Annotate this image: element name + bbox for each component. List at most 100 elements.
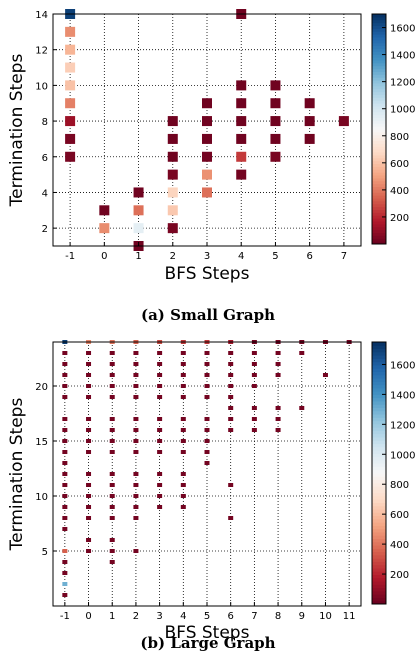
large-cell: [109, 560, 115, 564]
large-cell: [157, 395, 163, 399]
large-cell: [86, 494, 92, 498]
large-colorbar-segment: [372, 492, 386, 497]
large-cell: [109, 439, 115, 443]
large-cell: [133, 505, 139, 509]
small-cell: [65, 44, 76, 55]
small-cell: [236, 98, 247, 109]
small-colorbar-segment: [372, 88, 386, 93]
small-colorbar-segment: [372, 209, 386, 213]
small-colorbar-segment: [372, 157, 386, 162]
large-colorbar-segment: [372, 394, 386, 399]
small-cell: [133, 223, 144, 234]
large-xtick-label: 4: [180, 611, 186, 622]
small-colorbar-segment: [372, 80, 386, 84]
large-cell: [62, 461, 68, 465]
large-colorbar-segment: [372, 361, 386, 366]
large-colorbar-segment: [372, 502, 386, 507]
large-colorbar-segment: [372, 528, 386, 533]
large-cell: [86, 516, 92, 520]
small-plot-frame: [52, 13, 362, 247]
small-colorbar-segment: [372, 83, 386, 87]
large-cell: [62, 373, 68, 377]
small-colorbar-segment: [372, 123, 386, 127]
large-cell: [157, 450, 163, 454]
small-colorbar-segment: [372, 42, 386, 47]
large-xtick-label: 7: [251, 611, 257, 622]
small-cell: [202, 116, 212, 127]
small-cell: [99, 205, 110, 216]
small-xlabel: BFS Steps: [165, 264, 250, 284]
large-cell: [133, 384, 139, 388]
large-cell: [133, 472, 139, 476]
large-cell: [275, 417, 281, 421]
small-cell: [202, 169, 212, 180]
small-colorbar-segment: [372, 160, 386, 164]
large-cell: [86, 483, 92, 487]
large-cell: [228, 428, 234, 432]
large-colorbar-segment: [372, 499, 386, 503]
large-colorbar-segment: [372, 515, 386, 520]
large-colorbar-segment: [372, 581, 386, 585]
small-ytick-label: 6: [42, 153, 48, 164]
small-colorbar-segment: [372, 238, 386, 242]
large-cell: [86, 373, 92, 377]
large-cell: [62, 582, 68, 586]
small-xtick-label: 3: [204, 251, 210, 262]
large-cell: [228, 373, 234, 377]
large-cell: [275, 362, 281, 366]
large-colorbar-segment: [372, 535, 386, 539]
large-colorbar-segment: [372, 459, 386, 464]
small-colorbar-segment: [372, 129, 386, 133]
large-cell: [62, 571, 68, 575]
large-xtick-label: 10: [319, 611, 332, 622]
large-colorbar-label: 600: [390, 510, 409, 521]
small-cell: [304, 133, 315, 144]
small-colorbar-segment: [372, 94, 386, 98]
large-colorbar-segment: [372, 469, 386, 474]
large-colorbar-segment: [372, 577, 386, 582]
large-cell: [62, 516, 68, 520]
small-colorbar-label: 1200: [390, 78, 415, 89]
large-cell: [62, 483, 68, 487]
small-cell: [236, 133, 247, 144]
large-colorbar-segment: [372, 440, 386, 445]
large-cell: [62, 549, 68, 553]
large-cell: [180, 373, 186, 377]
large-xtick-label: 9: [299, 611, 305, 622]
small-cell: [338, 116, 349, 127]
large-ytick-label: 10: [35, 492, 48, 503]
small-colorbar-segment: [372, 212, 386, 216]
large-cell: [204, 461, 210, 465]
large-colorbar-segment: [372, 450, 386, 454]
heatmap-large-graph: -1 0 1 2 3 4 5 6 7 8 9 10 11 5 10 15 20 BFS Steps Terminat…: [7, 340, 415, 652]
large-cell: [62, 472, 68, 476]
large-xtick-label: 8: [275, 611, 281, 622]
large-cell: [275, 428, 281, 432]
large-cell: [86, 538, 92, 542]
small-colorbar-segment: [372, 65, 386, 70]
small-colorbar-label: 200: [390, 213, 409, 224]
large-cell: [133, 483, 139, 487]
large-colorbar-segment: [372, 453, 386, 458]
large-cell: [133, 351, 139, 355]
large-colorbar-segment: [372, 430, 386, 435]
large-cell: [62, 505, 68, 509]
large-cell: [251, 351, 257, 355]
large-cell: [228, 395, 234, 399]
large-cell: [228, 351, 234, 355]
large-colorbar-segment: [372, 378, 386, 382]
large-cell: [228, 406, 234, 410]
small-colorbar-segment: [372, 31, 386, 35]
large-colorbar-segment: [372, 548, 386, 553]
small-colorbar-segment: [372, 235, 386, 239]
large-colorbar-segment: [372, 512, 386, 517]
large-cell: [180, 505, 186, 509]
small-cell: [202, 187, 212, 198]
large-colorbar-segment: [372, 342, 386, 346]
small-colorbar-label: 1400: [390, 51, 415, 62]
large-colorbar-segment: [372, 486, 386, 490]
small-colorbar-segment: [372, 166, 386, 170]
large-colorbar-label: 400: [390, 540, 409, 551]
small-colorbar-segment: [372, 48, 386, 52]
